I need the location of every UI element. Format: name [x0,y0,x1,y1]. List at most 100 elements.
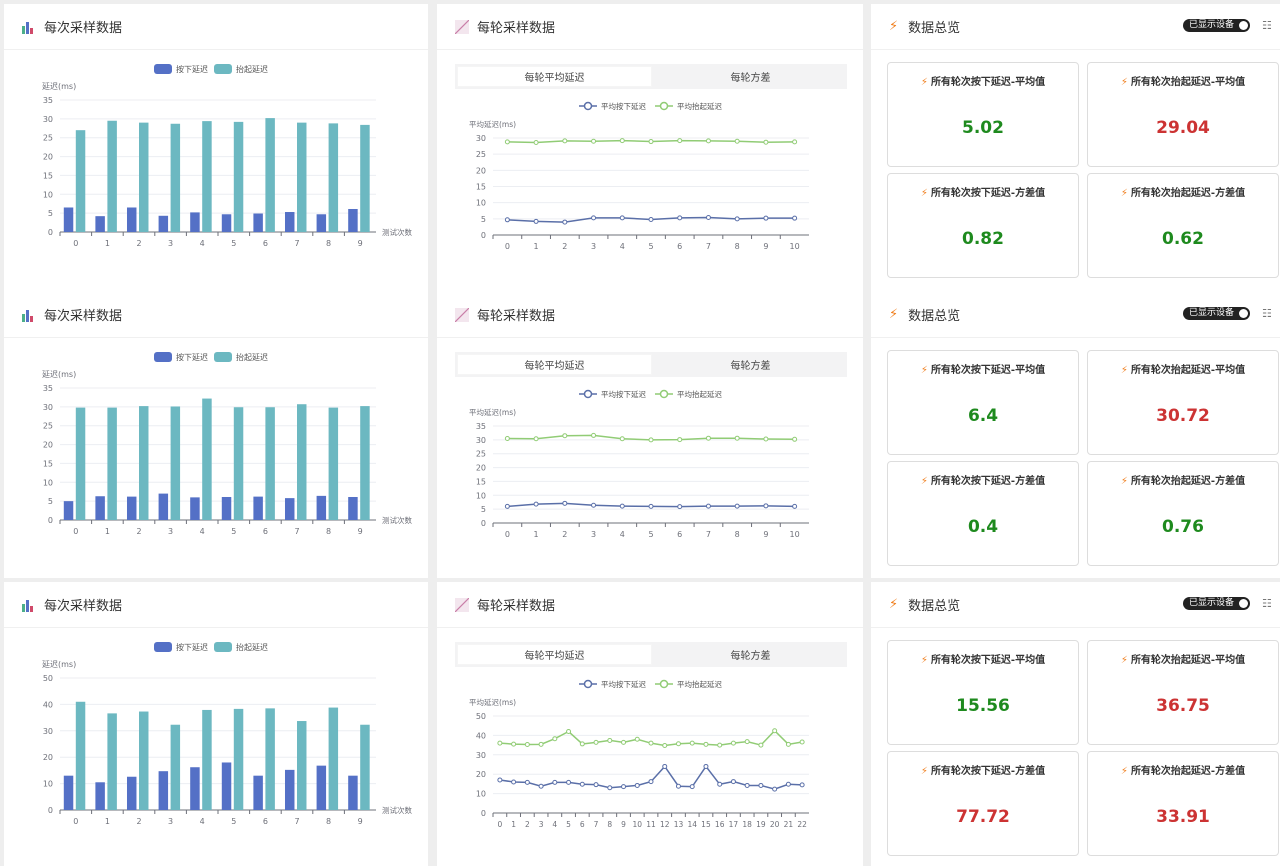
data-point[interactable] [799,739,805,745]
data-point[interactable] [634,736,640,742]
data-point[interactable] [734,503,740,509]
press-delay-bar[interactable] [316,214,327,232]
data-point[interactable] [566,729,572,735]
lift-delay-bar[interactable] [139,711,149,810]
lift-delay-bar[interactable] [233,407,244,520]
data-point[interactable] [593,782,599,788]
data-point[interactable] [533,218,539,224]
data-point[interactable] [772,786,778,792]
data-point[interactable] [593,739,599,745]
lift-delay-bar[interactable] [202,709,212,810]
lift-delay-bar[interactable] [202,121,212,232]
press-delay-bar[interactable] [348,208,358,232]
press-delay-bar[interactable] [348,775,358,810]
data-point[interactable] [562,138,568,144]
press-delay-bar[interactable] [158,771,169,810]
tab-average-delay[interactable]: 每轮平均延迟 [457,354,652,375]
data-point[interactable] [677,437,683,443]
data-point[interactable] [562,219,568,225]
press-delay-bar[interactable] [63,501,74,520]
show-device-toggle[interactable]: 已显示设备 [1182,307,1250,320]
data-point[interactable] [533,140,539,146]
data-point[interactable] [524,742,530,748]
tab-average-delay[interactable]: 每轮平均延迟 [457,644,652,665]
data-point[interactable] [763,215,769,221]
tab-variance[interactable]: 每轮方差 [730,651,771,662]
data-point[interactable] [591,138,597,144]
list-menu-icon[interactable]: ☷ [1262,19,1272,32]
legend-label[interactable]: 按下延迟 [176,352,208,362]
legend-label[interactable]: 平均按下延迟 [601,679,646,689]
press-delay-bar[interactable] [348,496,358,520]
lift-delay-bar[interactable] [328,123,339,232]
data-point[interactable] [758,782,764,788]
data-point[interactable] [634,782,640,788]
data-point[interactable] [675,783,681,789]
data-point[interactable] [677,138,683,144]
legend-marker[interactable] [583,389,593,399]
lift-delay-bar[interactable] [170,123,181,232]
press-delay-bar[interactable] [316,765,327,810]
press-delay-bar[interactable] [126,776,137,810]
data-point[interactable] [591,215,597,221]
data-point[interactable] [705,138,711,144]
legend-label[interactable]: 平均抬起延迟 [677,679,722,689]
press-delay-bar[interactable] [95,496,105,520]
data-point[interactable] [792,215,798,221]
lift-delay-bar[interactable] [360,406,370,520]
press-delay-bar[interactable] [126,207,137,232]
data-point[interactable] [662,742,668,748]
data-point[interactable] [538,741,544,747]
data-point[interactable] [621,739,627,745]
lift-delay-bar[interactable] [75,407,86,520]
data-point[interactable] [504,503,510,509]
press-delay-bar[interactable] [284,212,295,232]
legend-label[interactable]: 平均抬起延迟 [677,101,722,111]
data-point[interactable] [689,740,695,746]
data-point[interactable] [792,503,798,509]
lift-delay-bar[interactable] [360,124,370,232]
data-point[interactable] [619,138,625,144]
press-delay-bar[interactable] [253,496,263,520]
lift-delay-bar[interactable] [297,122,307,232]
press-delay-bar[interactable] [316,495,327,520]
data-point[interactable] [734,138,740,144]
data-point[interactable] [621,784,627,790]
data-point[interactable] [763,503,769,509]
data-point[interactable] [552,736,558,742]
press-delay-bar[interactable] [284,498,295,520]
data-point[interactable] [785,741,791,747]
lift-delay-bar[interactable] [297,721,307,810]
data-point[interactable] [772,728,778,734]
lift-delay-bar[interactable] [265,708,275,810]
legend-label[interactable]: 按下延迟 [176,64,208,74]
lift-delay-bar[interactable] [139,406,149,520]
press-delay-bar[interactable] [95,782,105,810]
data-point[interactable] [662,763,668,769]
press-delay-bar[interactable] [253,775,263,810]
data-point[interactable] [689,784,695,790]
data-point[interactable] [675,741,681,747]
lift-delay-bar[interactable] [265,407,275,520]
data-point[interactable] [504,435,510,441]
data-point[interactable] [511,779,517,785]
legend-marker[interactable] [659,389,669,399]
data-point[interactable] [744,739,750,745]
data-point[interactable] [497,740,503,746]
legend-marker[interactable] [583,101,593,111]
data-point[interactable] [648,503,654,509]
data-point[interactable] [677,504,683,510]
data-point[interactable] [730,779,736,785]
legend-label[interactable]: 平均按下延迟 [601,389,646,399]
tab-variance[interactable]: 每轮方差 [730,361,771,372]
legend-swatch[interactable] [154,64,172,74]
list-menu-icon[interactable]: ☷ [1262,307,1272,320]
data-point[interactable] [607,785,613,791]
press-delay-bar[interactable] [190,497,200,520]
data-point[interactable] [648,437,654,443]
press-delay-bar[interactable] [190,767,200,810]
legend-label[interactable]: 抬起延迟 [236,642,268,652]
data-point[interactable] [533,436,539,442]
lift-delay-bar[interactable] [107,120,117,232]
data-point[interactable] [533,501,539,507]
